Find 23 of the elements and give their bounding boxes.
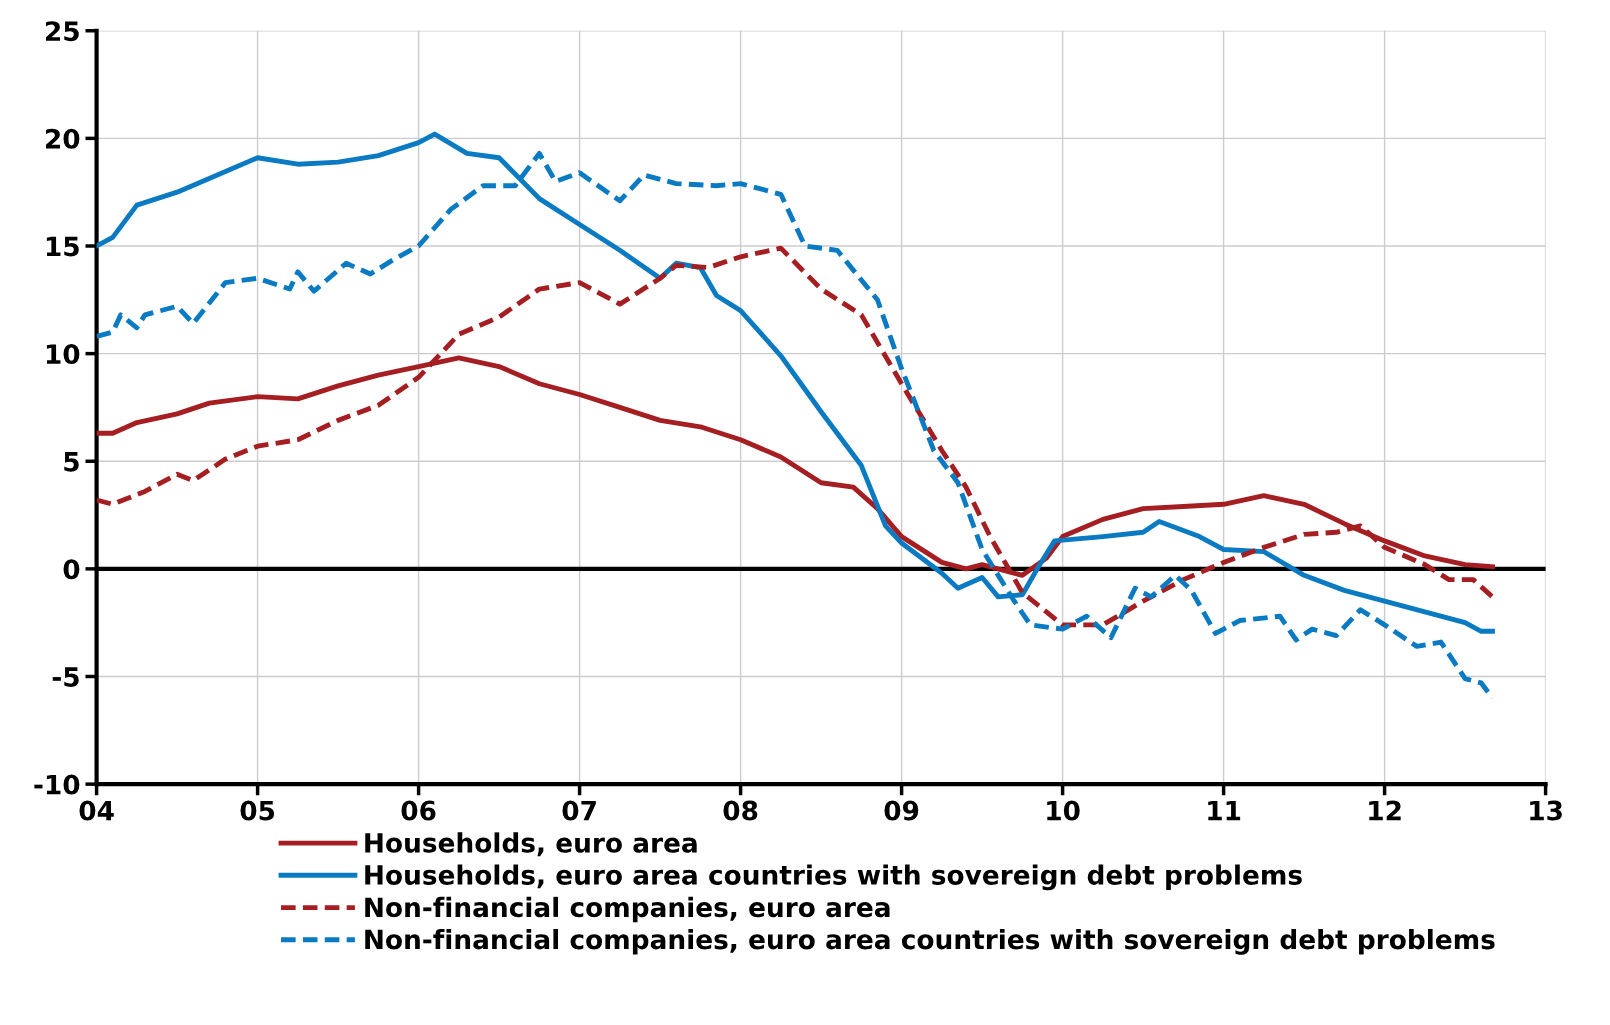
x-tick-label: 10 bbox=[1047, 800, 1080, 821]
y-tick-label: 0 bbox=[63, 559, 80, 580]
x-tick-label: 04 bbox=[79, 800, 114, 821]
legend-label: Non-financial companies, euro area countries with sovereign debt problems bbox=[365, 928, 1495, 955]
x-tick-label: 09 bbox=[884, 800, 919, 821]
x-tick-label: 12 bbox=[1369, 800, 1401, 821]
x-tick-label: 13 bbox=[1530, 800, 1562, 821]
legend-label: Households, euro area countries with sovereign debt problems bbox=[365, 864, 1302, 891]
y-tick-label: 25 bbox=[45, 21, 79, 42]
x-tick-label: 05 bbox=[240, 800, 275, 821]
line-series bbox=[96, 245, 1495, 628]
x-tick-label: 11 bbox=[1208, 800, 1241, 821]
y-tick-label: 20 bbox=[45, 128, 80, 149]
y-tick-label: -10 bbox=[34, 774, 80, 795]
y-tick-label: 5 bbox=[64, 452, 79, 472]
y-tick-label: 15 bbox=[46, 236, 79, 257]
legend-label: Non-financial companies, euro area bbox=[365, 896, 890, 923]
x-tick-label: 07 bbox=[562, 800, 596, 821]
y-tick-label: -5 bbox=[52, 667, 79, 687]
y-tick-label: 10 bbox=[46, 344, 80, 365]
legend-label: Households, euro area bbox=[365, 832, 697, 857]
x-tick-label: 08 bbox=[723, 800, 758, 821]
x-tick-label: 06 bbox=[401, 800, 436, 821]
